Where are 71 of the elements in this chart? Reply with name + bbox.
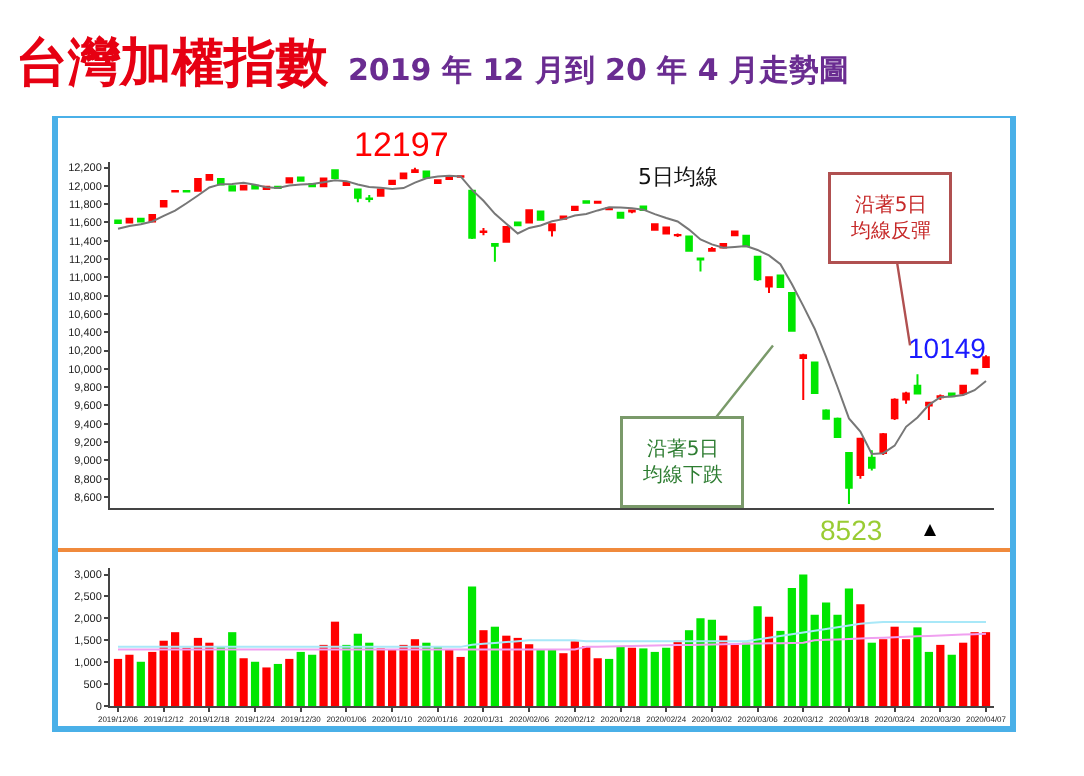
bar [639, 648, 648, 706]
annotation: 12197 [354, 126, 449, 164]
bar [764, 616, 774, 706]
candlestick [856, 437, 865, 480]
candlestick [331, 168, 339, 180]
chart-subtitle: 2019 年 12 月到 20 年 4 月走勢圖 [348, 52, 849, 88]
candlestick [228, 184, 236, 192]
candlestick [388, 179, 396, 186]
candlestick [810, 360, 819, 395]
candlestick [696, 257, 705, 273]
annotation: 沿著5日均線反彈 [849, 193, 931, 243]
bar [285, 658, 294, 706]
candlestick [536, 209, 545, 222]
candlestick [571, 204, 579, 212]
bar [502, 635, 511, 706]
bar [148, 651, 157, 706]
bar [867, 642, 876, 706]
line-series [117, 620, 987, 648]
candlestick [833, 416, 842, 439]
candlestick [491, 242, 499, 263]
bar [936, 644, 945, 706]
candlestick [822, 408, 830, 421]
bar [433, 646, 442, 706]
annotation: 沿著5日均線下跌 [641, 437, 723, 487]
candlestick [411, 166, 419, 174]
candlestick [902, 390, 910, 405]
bar [262, 667, 271, 706]
bar [879, 639, 888, 706]
candlestick [194, 177, 202, 193]
bar [136, 661, 145, 706]
candlestick [765, 276, 773, 294]
candlestick [753, 255, 762, 282]
candlestick [548, 222, 556, 238]
annotation: 10149 [908, 332, 987, 364]
bar [445, 649, 454, 706]
series-label: 5日均線 [638, 164, 718, 190]
bar [719, 635, 728, 706]
bar [273, 663, 282, 706]
candlestick [982, 354, 990, 369]
bar [947, 654, 956, 706]
bar [627, 647, 637, 706]
bar [593, 658, 602, 706]
candlestick [513, 220, 522, 228]
bar [730, 644, 739, 706]
candlestick [708, 246, 716, 253]
bar [479, 630, 488, 706]
candlestick [868, 449, 876, 472]
candlestick [685, 235, 693, 253]
bar [490, 626, 499, 706]
candlestick [137, 217, 145, 224]
candlestick [468, 189, 476, 240]
chart-title: 台灣加權指數 [16, 34, 328, 94]
bar [456, 656, 465, 706]
bar [239, 658, 248, 706]
candlestick [399, 171, 408, 180]
candlestick [799, 352, 808, 401]
line-series [117, 632, 987, 651]
candlestick [525, 208, 533, 224]
bar [467, 586, 477, 706]
candlestick [845, 451, 853, 506]
candlestick [582, 199, 591, 205]
bar [422, 642, 431, 706]
bar [673, 640, 682, 706]
bar [856, 604, 865, 706]
candlestick [285, 176, 294, 185]
bar [250, 661, 260, 706]
candlestick [913, 373, 922, 396]
candlestick [879, 431, 888, 455]
candlestick [296, 176, 305, 183]
text: 8523 [820, 514, 883, 546]
candlestick [788, 291, 796, 333]
